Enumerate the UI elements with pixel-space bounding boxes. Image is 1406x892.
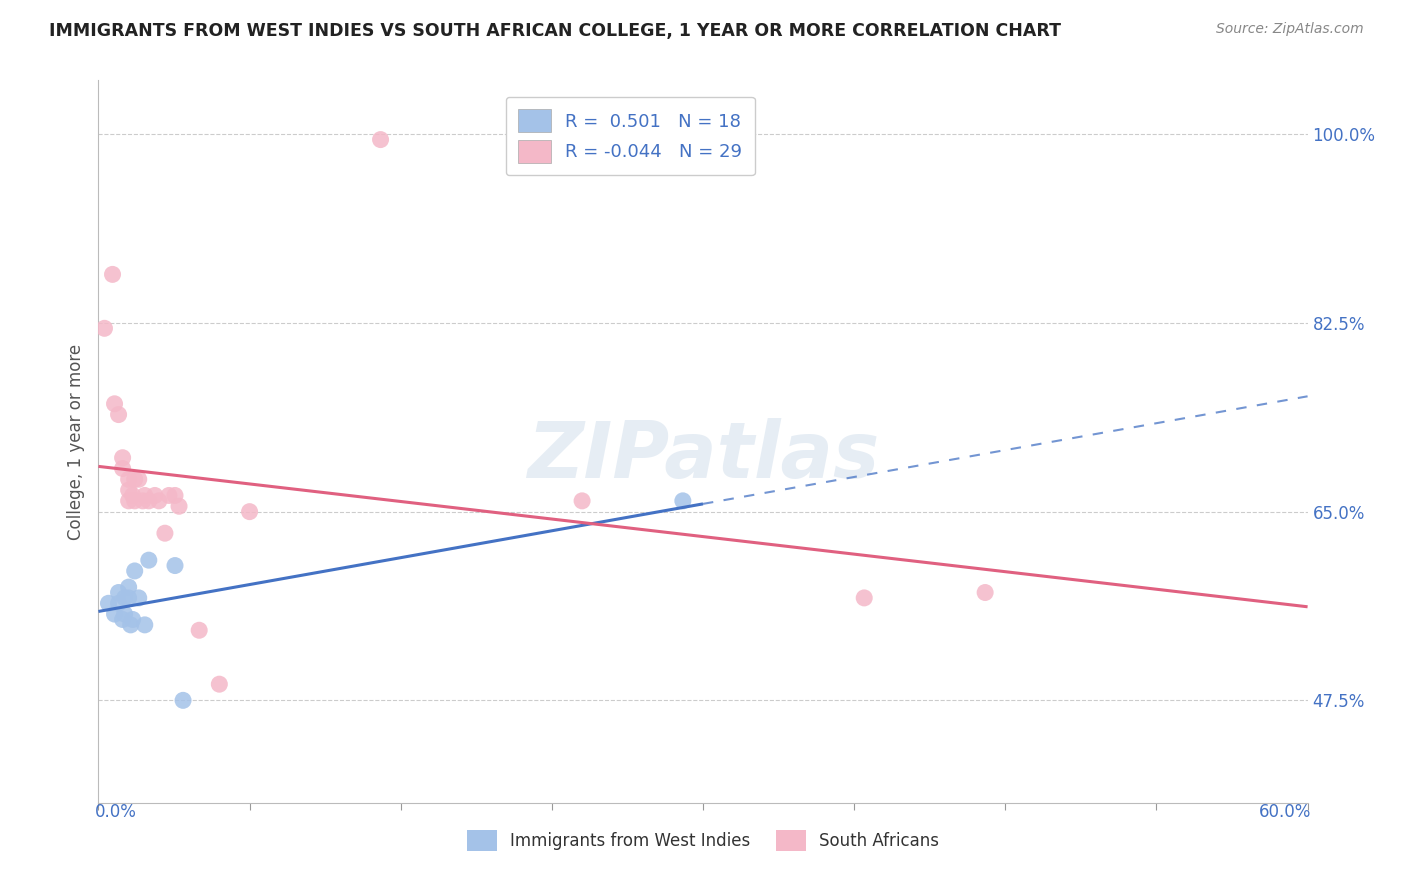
Point	[107, 596, 129, 610]
Point	[370, 132, 392, 146]
Point	[143, 488, 166, 502]
Point	[97, 596, 120, 610]
Point	[124, 564, 146, 578]
Point	[672, 493, 695, 508]
Text: IMMIGRANTS FROM WEST INDIES VS SOUTH AFRICAN COLLEGE, 1 YEAR OR MORE CORRELATION: IMMIGRANTS FROM WEST INDIES VS SOUTH AFR…	[49, 22, 1062, 40]
Point	[111, 612, 134, 626]
Point	[121, 488, 143, 502]
Point	[148, 493, 170, 508]
Point	[118, 580, 141, 594]
Point	[974, 585, 997, 599]
Point	[239, 505, 262, 519]
Point	[172, 693, 194, 707]
Point	[114, 591, 136, 605]
Text: Source: ZipAtlas.com: Source: ZipAtlas.com	[1216, 22, 1364, 37]
Point	[128, 591, 150, 605]
Point	[188, 624, 211, 638]
Point	[153, 526, 176, 541]
Point	[101, 268, 124, 282]
Point	[118, 591, 141, 605]
Point	[134, 488, 156, 502]
Y-axis label: College, 1 year or more: College, 1 year or more	[66, 343, 84, 540]
Point	[114, 607, 136, 621]
Text: ZIPatlas: ZIPatlas	[527, 418, 879, 494]
Text: 60.0%: 60.0%	[1260, 803, 1312, 821]
Text: 0.0%: 0.0%	[94, 803, 136, 821]
Point	[111, 450, 134, 465]
Point	[853, 591, 876, 605]
Point	[107, 585, 129, 599]
Point	[118, 472, 141, 486]
Point	[132, 493, 155, 508]
Point	[138, 553, 160, 567]
Point	[103, 397, 125, 411]
Point	[107, 408, 129, 422]
Point	[163, 488, 186, 502]
Point	[571, 493, 593, 508]
Point	[124, 472, 146, 486]
Point	[167, 500, 190, 514]
Point	[208, 677, 231, 691]
Point	[163, 558, 186, 573]
Point	[120, 618, 142, 632]
Point	[124, 493, 146, 508]
Point	[134, 618, 156, 632]
Point	[128, 472, 150, 486]
Point	[138, 493, 160, 508]
Point	[118, 483, 141, 497]
Legend: Immigrants from West Indies, South Africans: Immigrants from West Indies, South Afric…	[458, 822, 948, 860]
Point	[157, 488, 180, 502]
Point	[121, 612, 143, 626]
Point	[93, 321, 115, 335]
Point	[103, 607, 125, 621]
Point	[118, 493, 141, 508]
Point	[111, 461, 134, 475]
